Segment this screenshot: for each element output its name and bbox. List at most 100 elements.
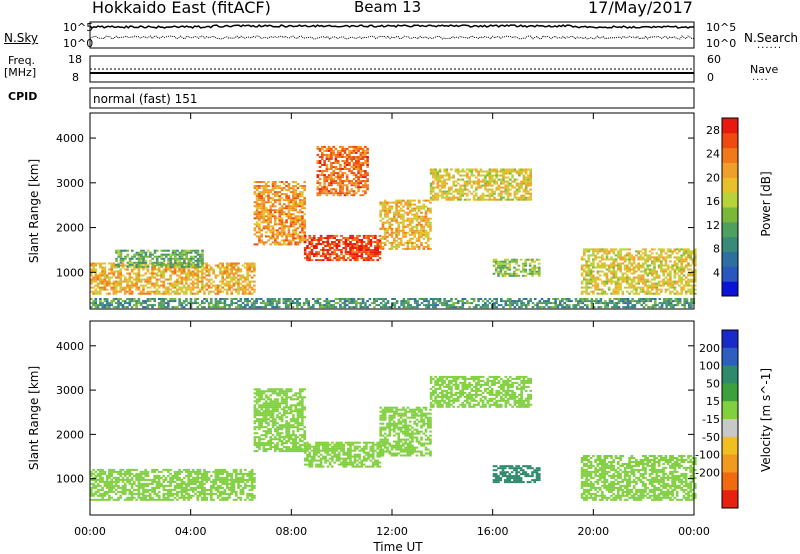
heatmap-cell: [639, 256, 643, 259]
heatmap-cell: [497, 270, 500, 273]
heatmap-cell: [654, 300, 657, 303]
heatmap-cell: [369, 259, 373, 262]
heatmap-cell: [407, 298, 410, 300]
heatmap-cell: [642, 302, 646, 305]
heatmap-cell: [144, 482, 147, 485]
heatmap-cell: [117, 249, 120, 252]
heatmap-cell: [369, 234, 373, 237]
heatmap-cell: [115, 251, 118, 254]
heatmap-cell: [694, 252, 697, 255]
heatmap-cell: [411, 217, 414, 220]
heatmap-cell: [552, 302, 555, 305]
heatmap-cell: [105, 490, 109, 493]
heatmap-cell: [296, 233, 300, 236]
heatmap-cell: [369, 243, 373, 245]
heatmap-cell: [617, 282, 620, 285]
heatmap-cell: [361, 180, 365, 183]
heatmap-cell: [639, 288, 643, 291]
heatmap-cell: [328, 234, 332, 237]
heatmap-cell: [321, 156, 324, 158]
heatmap-cell: [527, 196, 530, 199]
heatmap-cell: [318, 166, 322, 168]
heatmap-cell: [459, 196, 462, 199]
heatmap-cell: [361, 164, 365, 166]
heatmap-cell: [122, 249, 125, 252]
heatmap-cell: [393, 304, 397, 307]
heatmap-cell: [160, 253, 164, 256]
heatmap-cell: [406, 205, 410, 208]
heatmap-cell: [287, 197, 291, 200]
heatmap-cell: [583, 258, 586, 261]
heatmap-cell: [216, 302, 220, 305]
heatmap-cell: [289, 225, 293, 228]
heatmap-cell: [472, 168, 476, 171]
heatmap-cell: [321, 188, 324, 191]
heatmap-cell: [585, 280, 588, 283]
heatmap-cell: [117, 255, 120, 258]
heatmap-cell: [424, 199, 428, 202]
heatmap-cell: [432, 176, 435, 179]
heatmap-cell: [119, 282, 122, 285]
heatmap-cell: [194, 265, 197, 268]
heatmap-cell: [592, 260, 595, 263]
heatmap-cell: [678, 268, 681, 271]
heatmap-cell: [187, 274, 190, 277]
heatmap-cell: [246, 272, 249, 275]
heatmap-cell: [301, 203, 304, 206]
velocity-cells: [90, 375, 697, 501]
heatmap-cell: [434, 172, 437, 175]
heatmap-cell: [167, 265, 170, 268]
heatmap-cell: [617, 302, 621, 305]
heatmap-cell: [673, 270, 677, 273]
heatmap-cell: [397, 201, 401, 204]
heatmap-cell: [351, 255, 355, 258]
heatmap-cell: [99, 266, 102, 269]
heatmap-cell: [121, 490, 125, 493]
heatmap-cell: [497, 188, 501, 191]
heatmap-cell: [248, 282, 252, 285]
heatmap-cell: [481, 306, 485, 309]
heatmap-cell: [294, 227, 297, 230]
heatmap-cell: [169, 278, 172, 281]
heatmap-cell: [287, 203, 291, 206]
heatmap-cell: [342, 237, 345, 239]
heatmap-cell: [589, 280, 593, 283]
heatmap-cell: [339, 180, 342, 183]
heatmap-cell: [176, 253, 179, 256]
heatmap-cell: [612, 276, 616, 279]
heatmap-cell: [146, 478, 150, 481]
heatmap-cell: [594, 278, 597, 281]
heatmap-cell: [509, 198, 512, 201]
heatmap-cell: [411, 227, 414, 230]
heatmap-cell: [524, 198, 528, 201]
heatmap-cell: [522, 182, 526, 185]
heatmap-cell: [612, 274, 616, 277]
heatmap-cell: [393, 298, 397, 300]
heatmap-cell: [117, 486, 120, 489]
heatmap-cell: [258, 207, 261, 210]
heatmap-cell: [298, 205, 302, 208]
heatmap-cell: [289, 213, 293, 216]
heatmap-cell: [359, 304, 363, 307]
heatmap-cell: [689, 252, 693, 255]
heatmap-cell: [420, 233, 423, 236]
heatmap-cell: [499, 266, 503, 269]
heatmap-cell: [148, 276, 152, 279]
heatmap-cell: [427, 302, 431, 305]
heatmap-cell: [294, 205, 297, 208]
heatmap-cell: [438, 302, 442, 305]
heatmap-cell: [144, 474, 147, 477]
heatmap-cell: [171, 272, 175, 275]
heatmap-cell: [294, 195, 297, 198]
heatmap-cell: [253, 201, 257, 204]
heatmap-cell: [205, 266, 209, 269]
heatmap-cell: [529, 172, 532, 175]
heatmap-cell: [434, 176, 437, 179]
heatmap-cell: [445, 194, 449, 197]
heatmap-cell: [327, 168, 331, 170]
heatmap-cell: [651, 268, 654, 271]
heatmap-cell: [296, 300, 299, 303]
heatmap-cell: [153, 292, 156, 295]
heatmap-cell: [114, 498, 118, 501]
heatmap-cell: [614, 286, 618, 289]
